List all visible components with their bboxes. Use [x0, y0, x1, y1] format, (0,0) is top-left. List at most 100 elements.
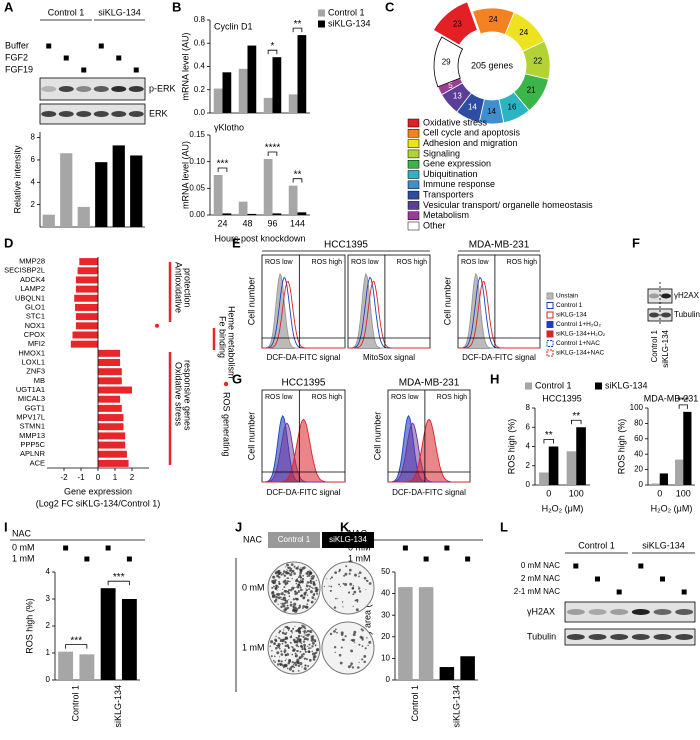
gene-label: HMOX1 — [18, 348, 45, 357]
colony — [308, 571, 313, 575]
colony — [295, 579, 299, 583]
colony — [306, 581, 310, 584]
treatment-label: Buffer — [5, 40, 29, 50]
colony — [294, 590, 297, 593]
colony — [283, 586, 286, 589]
colony — [287, 572, 290, 575]
treatment-label: FGF19 — [5, 64, 33, 74]
colony — [281, 596, 283, 598]
y-tick-label: 60 — [634, 434, 643, 443]
colony — [279, 656, 281, 658]
blot-band — [631, 609, 650, 615]
annotation: Fe binding — [218, 316, 228, 358]
legend-swatch — [546, 321, 554, 328]
y-axis-label: ROS high (%) — [24, 598, 34, 654]
colony — [312, 580, 314, 583]
legend-label: Control 1+H₂O₂ — [556, 321, 601, 328]
bar — [288, 185, 298, 215]
panel-title: HCC1395 — [282, 378, 326, 389]
blot — [564, 628, 696, 646]
colony — [358, 573, 359, 575]
center-label: 205 genes — [471, 60, 514, 70]
blot-band — [128, 86, 144, 92]
colony — [271, 649, 273, 652]
group-label: siKLG-134 — [661, 329, 670, 367]
colony — [294, 592, 297, 596]
gene-label: NOX1 — [25, 321, 45, 330]
blot-band — [76, 111, 92, 117]
colony — [288, 595, 291, 598]
colony — [364, 647, 367, 650]
chart-title: MDA-MB-231 — [644, 393, 699, 403]
bar — [98, 377, 122, 385]
colony — [333, 630, 336, 633]
colony — [301, 577, 305, 581]
panel-label: G — [232, 371, 242, 386]
colony — [286, 563, 289, 567]
colony — [304, 634, 306, 636]
colony — [298, 591, 300, 593]
colony — [351, 666, 355, 669]
colony — [312, 582, 316, 587]
colony — [311, 650, 313, 653]
colony — [297, 583, 301, 587]
histogram — [262, 418, 345, 483]
colony — [275, 595, 278, 599]
colony — [326, 578, 328, 580]
panel-label: E — [232, 235, 241, 250]
colony — [300, 568, 303, 571]
gate-label: ROS low — [391, 394, 420, 401]
colony — [299, 662, 303, 666]
colony — [275, 579, 277, 581]
colony — [311, 596, 315, 600]
colony — [306, 583, 308, 585]
legend-swatch — [407, 211, 420, 220]
colony — [305, 589, 308, 592]
condition-marker — [444, 545, 450, 551]
blot-band — [588, 634, 607, 640]
y-tick-label: 8 — [31, 133, 36, 142]
colony — [292, 664, 295, 666]
y-tick-label: 0 — [386, 675, 391, 684]
band-label: Tubulin — [674, 310, 700, 319]
colony — [270, 640, 274, 644]
x-axis-label: Gene expression — [64, 486, 132, 496]
colony — [283, 649, 287, 653]
colony — [277, 659, 281, 663]
colony — [312, 655, 316, 659]
colony — [289, 573, 293, 577]
y-axis-label: Cell number — [442, 277, 452, 326]
colony — [291, 661, 294, 664]
y-tick-label: 80 — [634, 419, 643, 428]
colony — [292, 598, 296, 601]
legend-label: Immune response — [423, 179, 495, 189]
x-tick-label: 1 — [113, 473, 118, 482]
bar — [460, 656, 475, 680]
colony — [297, 580, 300, 582]
colony — [300, 642, 303, 645]
legend-label: Control 1+NAC — [556, 340, 600, 347]
group-label: siKLG-134 — [98, 7, 141, 17]
blot-band — [649, 312, 659, 318]
segment-label: 5 — [448, 81, 453, 90]
colony — [297, 587, 300, 589]
colony — [279, 663, 282, 667]
gene-label: STC1 — [26, 312, 45, 321]
x-tick-label: 100 — [676, 488, 691, 498]
colony — [312, 652, 316, 656]
y-tick-label: 0.00 — [189, 210, 205, 219]
significance-bracket — [267, 151, 278, 156]
ros-marker — [223, 381, 229, 387]
colony — [361, 645, 364, 648]
colony — [352, 593, 355, 596]
colony — [337, 597, 339, 599]
y-tick-label: 40 — [381, 589, 390, 598]
y-tick-label: 20 — [634, 465, 643, 474]
y-tick-label: 2 — [526, 461, 531, 470]
x-tick-label: 2 — [130, 473, 135, 482]
condition-label: NAC — [12, 528, 32, 538]
colony — [302, 589, 304, 591]
annotation: Heme metabolism — [227, 306, 237, 379]
bar — [213, 175, 223, 215]
blot-band — [128, 111, 144, 117]
